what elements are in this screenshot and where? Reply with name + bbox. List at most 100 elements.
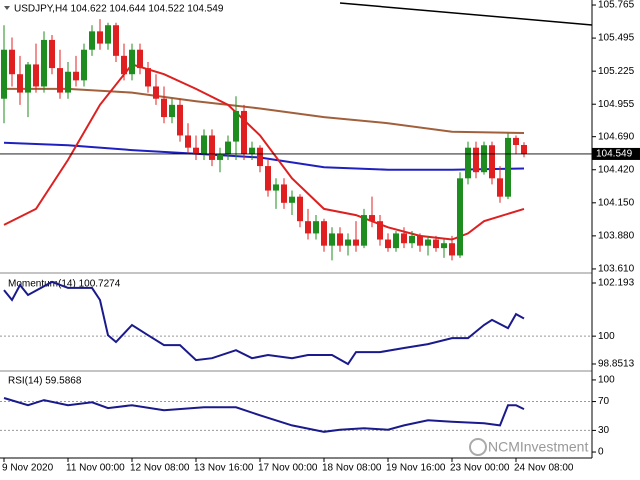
candle-body bbox=[353, 239, 359, 246]
candle-body bbox=[121, 55, 127, 75]
y-tick-label: 98.8513 bbox=[598, 359, 635, 370]
candle-body bbox=[417, 235, 423, 246]
trend-line bbox=[339, 2, 593, 26]
candle-body bbox=[209, 135, 215, 160]
candle-body bbox=[193, 147, 199, 154]
candle-body bbox=[169, 104, 175, 118]
candle-body bbox=[497, 178, 503, 197]
x-tick-label: 19 Nov 16:00 bbox=[386, 463, 446, 474]
x-tick-label: 17 Nov 00:00 bbox=[258, 463, 318, 474]
y-tick-label: 70 bbox=[598, 396, 610, 407]
candle-body bbox=[449, 243, 455, 256]
y-tick-label: 105.765 bbox=[598, 0, 635, 11]
watermark-logo bbox=[469, 438, 487, 456]
y-tick-label: 105.495 bbox=[598, 33, 635, 44]
candle-body bbox=[89, 31, 95, 50]
y-tick-label: 105.225 bbox=[598, 66, 635, 77]
candle-body bbox=[513, 137, 519, 146]
candle-body bbox=[313, 221, 319, 234]
indicator-line bbox=[3, 280, 525, 366]
candle-body bbox=[441, 243, 447, 249]
candle-body bbox=[409, 235, 415, 244]
candle-body bbox=[369, 215, 375, 222]
candle-body bbox=[233, 110, 239, 142]
last-price-label: 104.549 bbox=[596, 149, 633, 160]
y-tick-label: 30 bbox=[598, 425, 610, 436]
candle-body bbox=[361, 215, 367, 246]
chart-title: USDJPY,H4 104.622 104.644 104.522 104.54… bbox=[14, 4, 224, 15]
candle-body bbox=[329, 233, 335, 246]
candle-body bbox=[265, 166, 271, 191]
x-tick-label: 23 Nov 00:00 bbox=[450, 463, 510, 474]
candle-body bbox=[281, 184, 287, 203]
candle-body bbox=[321, 221, 327, 246]
candle-body bbox=[457, 178, 463, 256]
candle-body bbox=[425, 239, 431, 246]
candle-body bbox=[137, 49, 143, 69]
candle-body bbox=[41, 39, 47, 87]
y-tick-label: 103.880 bbox=[598, 231, 635, 242]
candle-body bbox=[177, 104, 183, 136]
candle-body bbox=[401, 233, 407, 244]
y-tick-label: 104.955 bbox=[598, 99, 635, 110]
candle-body bbox=[25, 64, 31, 93]
candle-body bbox=[505, 137, 511, 197]
momentum-title: Momentum(14) 100.7274 bbox=[8, 279, 121, 290]
candle-body bbox=[433, 239, 439, 249]
candle-body bbox=[161, 98, 167, 118]
moving-average bbox=[4, 87, 525, 134]
y-tick-label: 0 bbox=[598, 447, 604, 458]
candle-body bbox=[489, 145, 495, 179]
candle-body bbox=[377, 221, 383, 240]
candle-body bbox=[129, 49, 135, 75]
x-tick-label: 24 Nov 08:00 bbox=[514, 463, 574, 474]
candle-body bbox=[385, 239, 391, 249]
y-tick-label: 100 bbox=[598, 375, 615, 386]
candle-body bbox=[249, 147, 255, 154]
candle-body bbox=[81, 49, 87, 81]
y-tick-label: 100 bbox=[598, 331, 615, 342]
candle-body bbox=[145, 68, 151, 87]
candle-body bbox=[49, 39, 55, 69]
candle-body bbox=[225, 141, 231, 154]
rsi-title: RSI(14) 59.5868 bbox=[8, 376, 82, 387]
x-tick-label: 12 Nov 08:00 bbox=[130, 463, 190, 474]
candle-body bbox=[1, 49, 7, 99]
candle-body bbox=[345, 239, 351, 246]
candle-body bbox=[65, 71, 71, 93]
candle-body bbox=[97, 31, 103, 44]
y-tick-label: 102.193 bbox=[598, 278, 635, 289]
candle-body bbox=[393, 233, 399, 249]
candle-body bbox=[153, 86, 159, 99]
candle-body bbox=[257, 147, 263, 167]
candle-body bbox=[113, 25, 119, 56]
candle-body bbox=[481, 145, 487, 173]
x-tick-label: 13 Nov 16:00 bbox=[194, 463, 254, 474]
candle-body bbox=[273, 184, 279, 191]
candle-body bbox=[297, 196, 303, 222]
y-tick-label: 104.690 bbox=[598, 131, 635, 142]
x-tick-label: 18 Nov 08:00 bbox=[322, 463, 382, 474]
candle-body bbox=[289, 196, 295, 203]
candle-body bbox=[17, 74, 23, 93]
moving-average bbox=[3, 63, 525, 241]
y-tick-label: 104.420 bbox=[598, 164, 635, 175]
candle-body bbox=[185, 135, 191, 148]
candle-body bbox=[201, 135, 207, 154]
symbol-icon bbox=[4, 6, 10, 10]
candle-body bbox=[465, 147, 471, 179]
watermark: NCMInvestment bbox=[488, 439, 588, 455]
x-tick-label: 9 Nov 2020 bbox=[2, 463, 54, 474]
y-tick-label: 103.610 bbox=[598, 264, 635, 275]
candle-body bbox=[521, 145, 527, 154]
indicator-line bbox=[3, 397, 525, 433]
candle-body bbox=[337, 233, 343, 246]
candle-body bbox=[241, 110, 247, 154]
candle-body bbox=[217, 153, 223, 160]
y-tick-label: 104.150 bbox=[598, 197, 635, 208]
moving-average bbox=[3, 141, 525, 171]
candle-body bbox=[473, 147, 479, 173]
candle-body bbox=[305, 221, 311, 234]
candle-body bbox=[57, 68, 63, 93]
